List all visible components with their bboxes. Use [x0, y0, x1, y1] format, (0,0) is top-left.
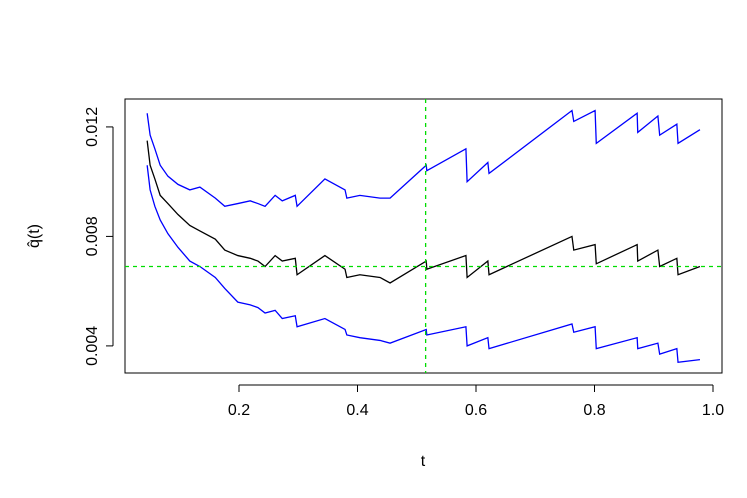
x-tick-label: 0.6: [465, 402, 487, 419]
x-tick-label: 0.2: [228, 402, 250, 419]
plot-frame: [124, 98, 723, 374]
series-line: [146, 109, 701, 208]
x-axis-label: t: [421, 453, 426, 470]
series-line: [146, 140, 701, 284]
x-tick-label: 0.4: [346, 402, 368, 419]
y-axis-label: q̂(t): [26, 224, 43, 248]
y-tick-label: 0.008: [84, 216, 101, 256]
x-tick-label: 1.0: [702, 402, 724, 419]
x-tick-label: 0.8: [583, 402, 605, 419]
series-line: [146, 165, 701, 364]
y-tick-label: 0.012: [84, 107, 101, 147]
y-tick-label: 0.004: [84, 326, 101, 366]
